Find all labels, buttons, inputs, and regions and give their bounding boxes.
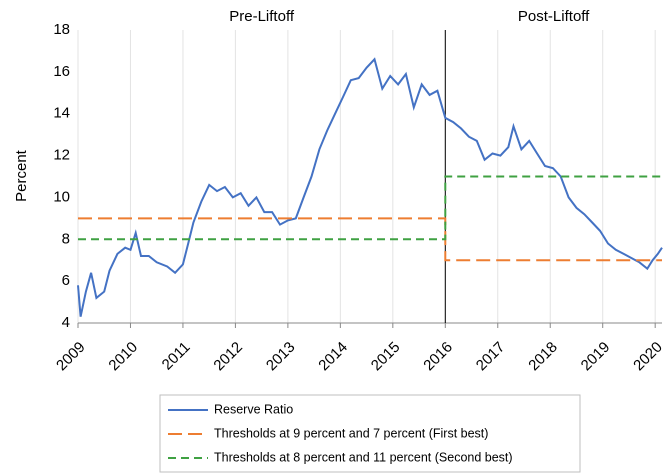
series-line (77, 57, 663, 317)
y-tick-label: 14 (53, 105, 70, 122)
x-tick-label: 2010 (105, 339, 141, 375)
x-tick-label: 2016 (420, 339, 456, 375)
y-tick-label: 10 (53, 188, 70, 205)
y-tick-label: 6 (62, 272, 70, 289)
legend-box (159, 394, 581, 473)
x-tick-label: 2011 (159, 339, 194, 374)
y-tick-label: 4 (62, 314, 70, 331)
x-tick-label: 2019 (578, 339, 614, 375)
series-line (78, 175, 662, 241)
x-tick-label: 2009 (53, 339, 89, 375)
x-tick-label: 2012 (210, 339, 246, 375)
annotation: Post-Liftoff (518, 8, 590, 25)
annotation: Pre-Liftoff (229, 8, 295, 25)
legend-label: Thresholds at 9 percent and 7 percent (F… (214, 426, 488, 440)
y-tick-label: 12 (53, 147, 70, 164)
y-tick-label: 18 (53, 21, 70, 38)
y-tick-label: 8 (62, 230, 70, 247)
legend-label: Reserve Ratio (214, 402, 293, 416)
x-tick-label: 2017 (473, 339, 509, 375)
y-axis-label: Percent (13, 149, 30, 202)
x-tick-label: 2013 (263, 339, 299, 375)
legend-label: Thresholds at 8 percent and 11 percent (… (214, 450, 513, 464)
y-tick-label: 16 (53, 63, 70, 80)
x-tick-label: 2018 (525, 339, 561, 375)
x-tick-label: 2014 (315, 339, 351, 375)
x-tick-label: 2020 (630, 339, 663, 375)
x-tick-label: 2015 (368, 339, 404, 375)
